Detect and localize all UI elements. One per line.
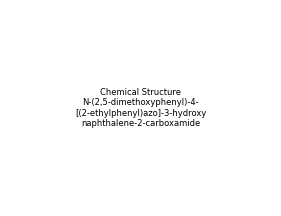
Text: Chemical Structure
N-(2,5-dimethoxyphenyl)-4-
[(2-ethylphenyl)azo]-3-hydroxy
nap: Chemical Structure N-(2,5-dimethoxypheny… <box>75 88 206 128</box>
